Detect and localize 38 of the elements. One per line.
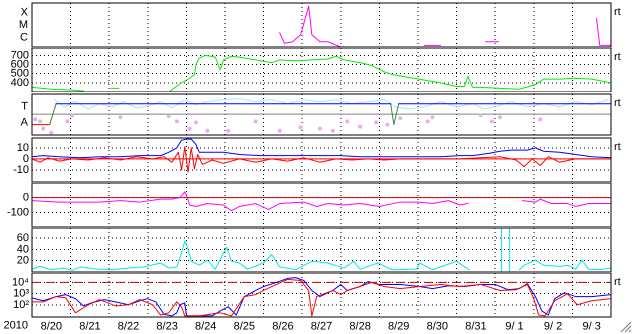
text: rt — [614, 97, 621, 110]
y-tick-label: 10⁴ — [12, 276, 30, 288]
x-tick-label: 8/29 — [388, 320, 410, 333]
y-tick-label: 60 — [16, 232, 29, 244]
x-tick-label: 8/20 — [40, 320, 62, 333]
x-tick-label: 9/ 2 — [544, 320, 562, 333]
text: X — [20, 6, 29, 18]
text: rt — [614, 6, 621, 18]
x-tick-label: 8/26 — [272, 320, 294, 333]
x-tick-label: 8/27 — [310, 320, 332, 333]
x-tick-label: 8/22 — [118, 320, 140, 333]
text: A — [20, 116, 29, 129]
y-tick-label: 40 — [16, 243, 29, 256]
x-tick-label: 8/24 — [194, 320, 216, 333]
x-tick-label: 8/30 — [426, 320, 448, 333]
x-tick-label: 9/ 1 — [505, 320, 524, 333]
y-tick-label: 0 — [22, 192, 29, 204]
x-tick-label: 8/23 — [156, 320, 178, 333]
y-tick-label: -10 — [13, 164, 29, 176]
y-tick-label: 400 — [10, 76, 29, 89]
y-tick-label: 0 — [22, 152, 29, 165]
x-tick-label: 9/ 3 — [582, 320, 601, 333]
x-tick-label: 8/25 — [234, 320, 256, 333]
y-tick-label: 10 — [16, 142, 29, 154]
x-tick-label: 8/28 — [349, 320, 371, 333]
y-tick-label: 20 — [16, 254, 29, 267]
y-tick-label: 10² — [13, 298, 30, 311]
y-tick-label: -100 — [6, 206, 29, 218]
text: rt — [614, 276, 621, 288]
x-axis-title: 2010 — [4, 320, 28, 332]
x-tick-label: 8/31 — [465, 320, 487, 333]
text: rt — [614, 51, 621, 64]
text: T — [21, 100, 28, 112]
text: rt — [614, 141, 621, 154]
text: C — [20, 32, 28, 44]
y-tick-label: 10³ — [13, 288, 30, 300]
x-tick-label: 8/21 — [79, 320, 101, 333]
text: M — [18, 19, 28, 32]
